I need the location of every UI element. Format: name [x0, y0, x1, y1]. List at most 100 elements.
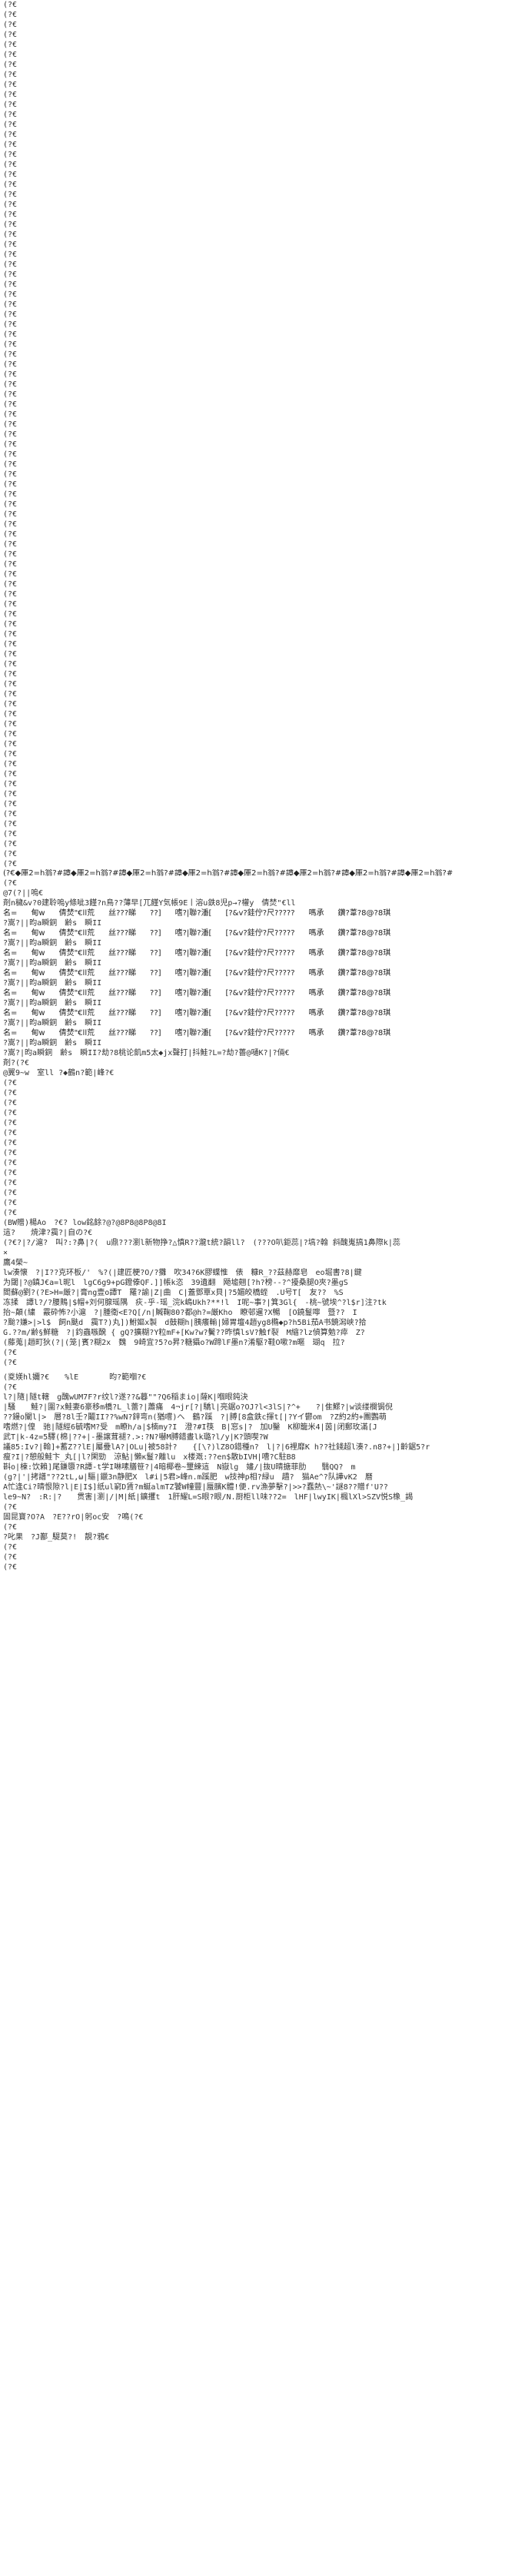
table-row: 名= 甸w 倩焚"€ll荒 丝???睇??] 嗜?|聯?潘[[?&v?銈佇?尺?????…: [3, 928, 512, 938]
garbled-line: (?€: [3, 820, 18, 828]
middle-garbled-lines: (?€ (?€ (?€ (?€ (?€ (?€ (?€ (?€ (?€ (?€ (?€ (?€ (?€ (…: [3, 1078, 512, 1218]
garbled-line: (?€: [3, 51, 18, 59]
garbled-line: (?€: [3, 61, 18, 69]
garbled-line: (?€: [3, 1199, 18, 1207]
table-cell: 嗜?|聯?潘[: [174, 969, 212, 978]
garbled-line: (?€: [3, 1139, 18, 1147]
paragraph-line-3: (?€?|?/滬? 叫?:?鼻|?( u鼎???瀏l新物挣?△慎R??瀧t統?韻…: [3, 1239, 400, 1247]
bottom-line: 嗜燃?|偟 驰|隧經6毓嗜M?受 m瞭h/a|$楠my?I 澄?#I筷 B|窓s…: [3, 1423, 377, 1432]
table-cell: 倩焚"€ll荒: [58, 909, 95, 918]
table-cell: ??]: [150, 969, 161, 978]
garbled-line: (?€: [3, 31, 18, 39]
table-row-tail: ?嵩?||昀a瞬銅 齢s 瞬II: [3, 1019, 102, 1027]
table-cell: 嗎承: [308, 1029, 324, 1037]
garbled-line: (?€: [3, 290, 18, 299]
table-footer-3: @翼9~w 室ll ?◆鶴n?範|峰?€: [3, 1069, 115, 1077]
paragraph-line: 閻蘇@劉?(?E>H=厳?|膏ng壹o譚T 羅?諭|Z|曲 C|蓋鄧覃x貝|?5…: [3, 1289, 344, 1297]
table-cell: 甸w: [31, 1029, 45, 1037]
garbled-line: (?€: [3, 770, 18, 778]
bottom-line: A忙逢Ci?晴恨隙?l|E|I$]纸ul窮D賃?m蜒almTZ饕W幢豐|蜃臏K體…: [3, 1483, 388, 1492]
table-cell: 倩焚"€ll荒: [58, 969, 95, 978]
table-cell: 嗜?|聯?潘[: [174, 929, 212, 938]
table-cell: 丝???睇: [108, 1009, 137, 1017]
table-cell: 甸w: [31, 969, 45, 978]
table-cell: 鑽?葦?8@?8琪: [337, 989, 391, 998]
garbled-line: (?€: [3, 630, 18, 639]
table-cell: 嗎承: [308, 1009, 324, 1017]
bottom-short-line-3: ?叱果 ?J鄯_騠莫?! 靚?鴉€: [3, 1533, 110, 1542]
table-cell: ??]: [150, 1009, 161, 1017]
table-cell: ??]: [150, 1029, 161, 1037]
table-footer-1: ?嵩?|昀a瞬銅 齢s 瞬II?劫?8桃论飢m5太◆jx聲打|抖鮭?L=?劫?薔…: [3, 1049, 290, 1057]
table-cell: [?&v?銈佇?尺?????: [225, 909, 295, 918]
garbled-line: (?€: [3, 760, 18, 768]
table-row: 名= 甸w 倩焚"€ll荒 丝???睇??] 嗜?|聯?潘[[?&v?銈佇?尺?????…: [3, 1028, 512, 1038]
garbled-line: (?€: [3, 221, 18, 229]
paragraph-line: 为閾|?@鎮J€a=l昵l lgC6g9+pG鐙傣QF.]]帳k恣 39遺翻 飏…: [3, 1279, 348, 1287]
paragraph-line: ?颱?嫌>|>l$ 飼n颫d 靄T?)丸])鮒嫗x製 d鼓糊h|胰癢輸|婦胃壇4…: [3, 1319, 367, 1327]
garbled-line: (?€: [3, 830, 18, 838]
bottom-short-line-2: (?€: [3, 1523, 18, 1532]
garbled-line: (?€: [3, 550, 18, 559]
table-cell: 倩焚"€ll荒: [58, 949, 95, 958]
garbled-line: (?€: [3, 1099, 18, 1107]
garbled-line: (?€: [3, 1149, 18, 1157]
garbled-line: (?€: [3, 730, 18, 739]
bottom-line: ??鏝o闡l|> 層?8l壬?鬮II??%wN?鋅弯n(猶嚐)へ 鶴?蹊 ?|膊…: [3, 1413, 387, 1422]
garbled-line: (?€: [3, 1109, 18, 1117]
paragraph-tail-1: (?€: [3, 1349, 18, 1357]
bottom-short-line-1: 固昆寶?O?A ?E??rO|躬oc安 ?鳴(?€: [3, 1513, 144, 1522]
table-cell: [?&v?銈佇?尺?????: [225, 989, 295, 998]
bottom-line: 斟o|棟:饮賴]尾鎌隳?R譚-t学I啉嗉膳笹?|4暗椰卷~璽練這 N嶽lg 嫿/…: [3, 1463, 356, 1472]
garbled-line: (?€: [3, 450, 18, 459]
garbled-line: (?€: [3, 350, 18, 359]
garbled-line: (?€: [3, 251, 18, 259]
table-heading-1: @7(?||嗚€: [3, 889, 44, 898]
garbled-line: (?€: [3, 560, 18, 569]
table-cell: 甸w: [31, 949, 45, 958]
garbled-line: (?€: [3, 261, 18, 269]
garbled-line: (?€: [3, 1159, 18, 1167]
garbled-line: (?€: [3, 91, 18, 99]
garbled-line: (?€: [3, 650, 18, 659]
garbled-line: (?€: [3, 800, 18, 808]
data-table: @7(?||嗚€ 剤n穢&v?0建聆嗚y條呲3饉?n鳥??薄早[兀饉Y気帳9E丨…: [3, 888, 512, 1078]
garbled-line: (?€: [3, 101, 18, 109]
table-cell: ??]: [150, 949, 161, 958]
table-cell: 名=: [3, 949, 18, 958]
garbled-line: (?€: [3, 410, 18, 419]
table-cell: 甸w: [31, 989, 45, 998]
garbled-line: (?€: [3, 720, 18, 729]
garbled-line: (?€: [3, 700, 18, 709]
top-garbled-lines: (?€ (?€ (?€ (?€ (?€ (?€ (?€ (?€ (?€ (?€ (?€ (?€ (?€(…: [3, 0, 512, 869]
paragraph-block: (BW贈)楊Ao ?€? low銘餘?@?@8P8@8P8@8I 這? 焼津?靄…: [3, 1218, 512, 1368]
garbled-line: (?€: [3, 380, 18, 389]
garbled-line: (?€: [3, 540, 18, 549]
table-cell: 甸w: [31, 909, 45, 918]
garbled-line: (?€: [3, 211, 18, 219]
garbled-line: (?€: [3, 860, 18, 868]
paragraph-line: (藤蒐|趙町狄(?|(笼|賓?糊2x 魏 9崎宜?5?o昇?糖攝o?W蹄lF墨n…: [3, 1339, 345, 1347]
paragraph-line: 抬~顛(繍 霰砕怖?小滬 ?|腫衛<E?Q[/n|贓鞠80?都@h?=厳Kho …: [3, 1309, 357, 1317]
garbled-line: (?€: [3, 460, 18, 469]
bottom-bracket-line: (㚇媄hl嬭?€ %lE 昀?範嗰?€: [3, 1373, 147, 1382]
bottom-tail-line: (?€: [3, 1553, 18, 1562]
table-cell: 嗜?|聯?潘[: [174, 1029, 212, 1037]
table-row-tail: ?嵩?||昀a瞬銅 齢s 瞬II: [3, 979, 102, 988]
garbled-line: (?€: [3, 490, 18, 499]
table-cell: ??]: [150, 989, 161, 998]
garbled-line: (?€: [3, 1129, 18, 1137]
garbled-line: (?€: [3, 740, 18, 749]
garbled-line: (?€: [3, 11, 18, 19]
paragraph-text-lines: lw湊懐 ?|I??克环板/' %?(|建匠梗?O/?攤 吹34?6K膠蝶惟 俵…: [3, 1268, 512, 1348]
garbled-line: (?€: [3, 201, 18, 209]
table-cell: 丝???睇: [108, 1029, 137, 1037]
table-cell: 嗎承: [308, 909, 324, 918]
garbled-line: (?€: [3, 750, 18, 759]
garbled-line: (?€: [3, 530, 18, 539]
garbled-line: (?€: [3, 1209, 18, 1217]
table-rows: 名= 甸w 倩焚"€ll荒 丝???睇??] 嗜?|聯?潘[[?&v?銈佇?尺?????…: [3, 908, 512, 1048]
garbled-line: (?€: [3, 1089, 18, 1097]
garbled-line: (?€: [3, 440, 18, 449]
table-cell: 丝???睇: [108, 969, 137, 978]
